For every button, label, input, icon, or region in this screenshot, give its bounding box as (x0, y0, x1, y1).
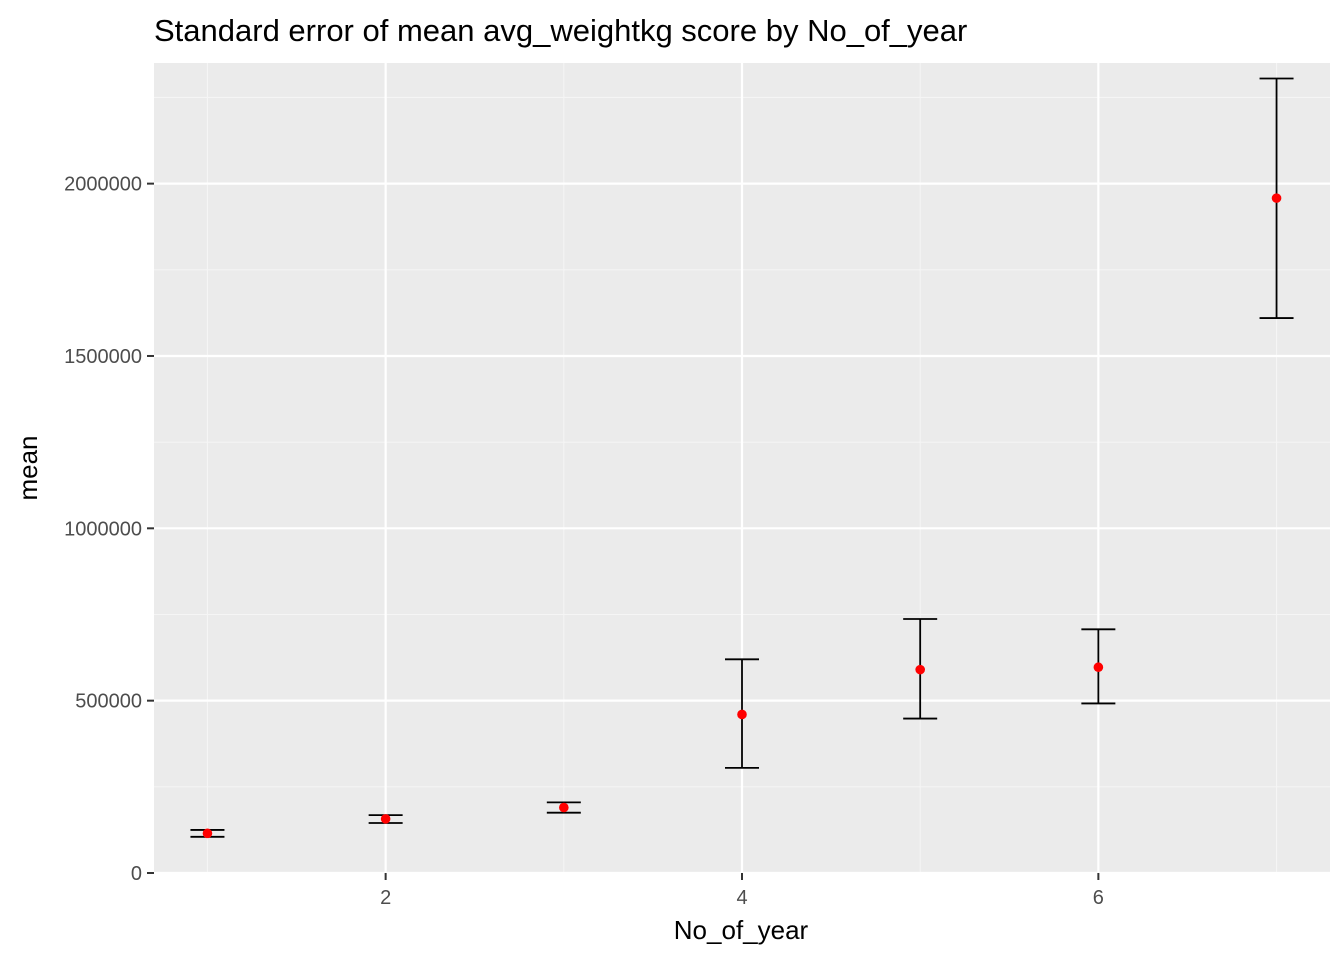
mean-point (202, 828, 213, 839)
mean-points (202, 193, 1282, 839)
x-axis-title: No_of_year (674, 915, 809, 945)
mean-point (559, 802, 569, 813)
x-axis: 2 4 6 (380, 873, 1104, 909)
y-axis: 0 500000 1000000 1500000 2000000 (64, 174, 154, 885)
y-tick-label: 500000 (75, 691, 142, 713)
mean-point (915, 664, 925, 675)
mean-point (380, 814, 391, 824)
y-tick-label: 1500000 (64, 346, 142, 368)
y-tick-label: 2000000 (64, 174, 142, 196)
mean-point (737, 709, 747, 720)
mean-point (1271, 193, 1282, 203)
chart-title: Standard error of mean avg_weightkg scor… (154, 13, 967, 48)
y-axis-title: mean (13, 435, 43, 500)
mean-point (1093, 662, 1104, 673)
x-tick-label: 2 (380, 887, 391, 909)
x-tick-label: 6 (1093, 887, 1104, 909)
y-tick-label: 0 (131, 863, 142, 885)
y-tick-label: 1000000 (64, 518, 142, 540)
x-tick-label: 4 (736, 887, 747, 909)
